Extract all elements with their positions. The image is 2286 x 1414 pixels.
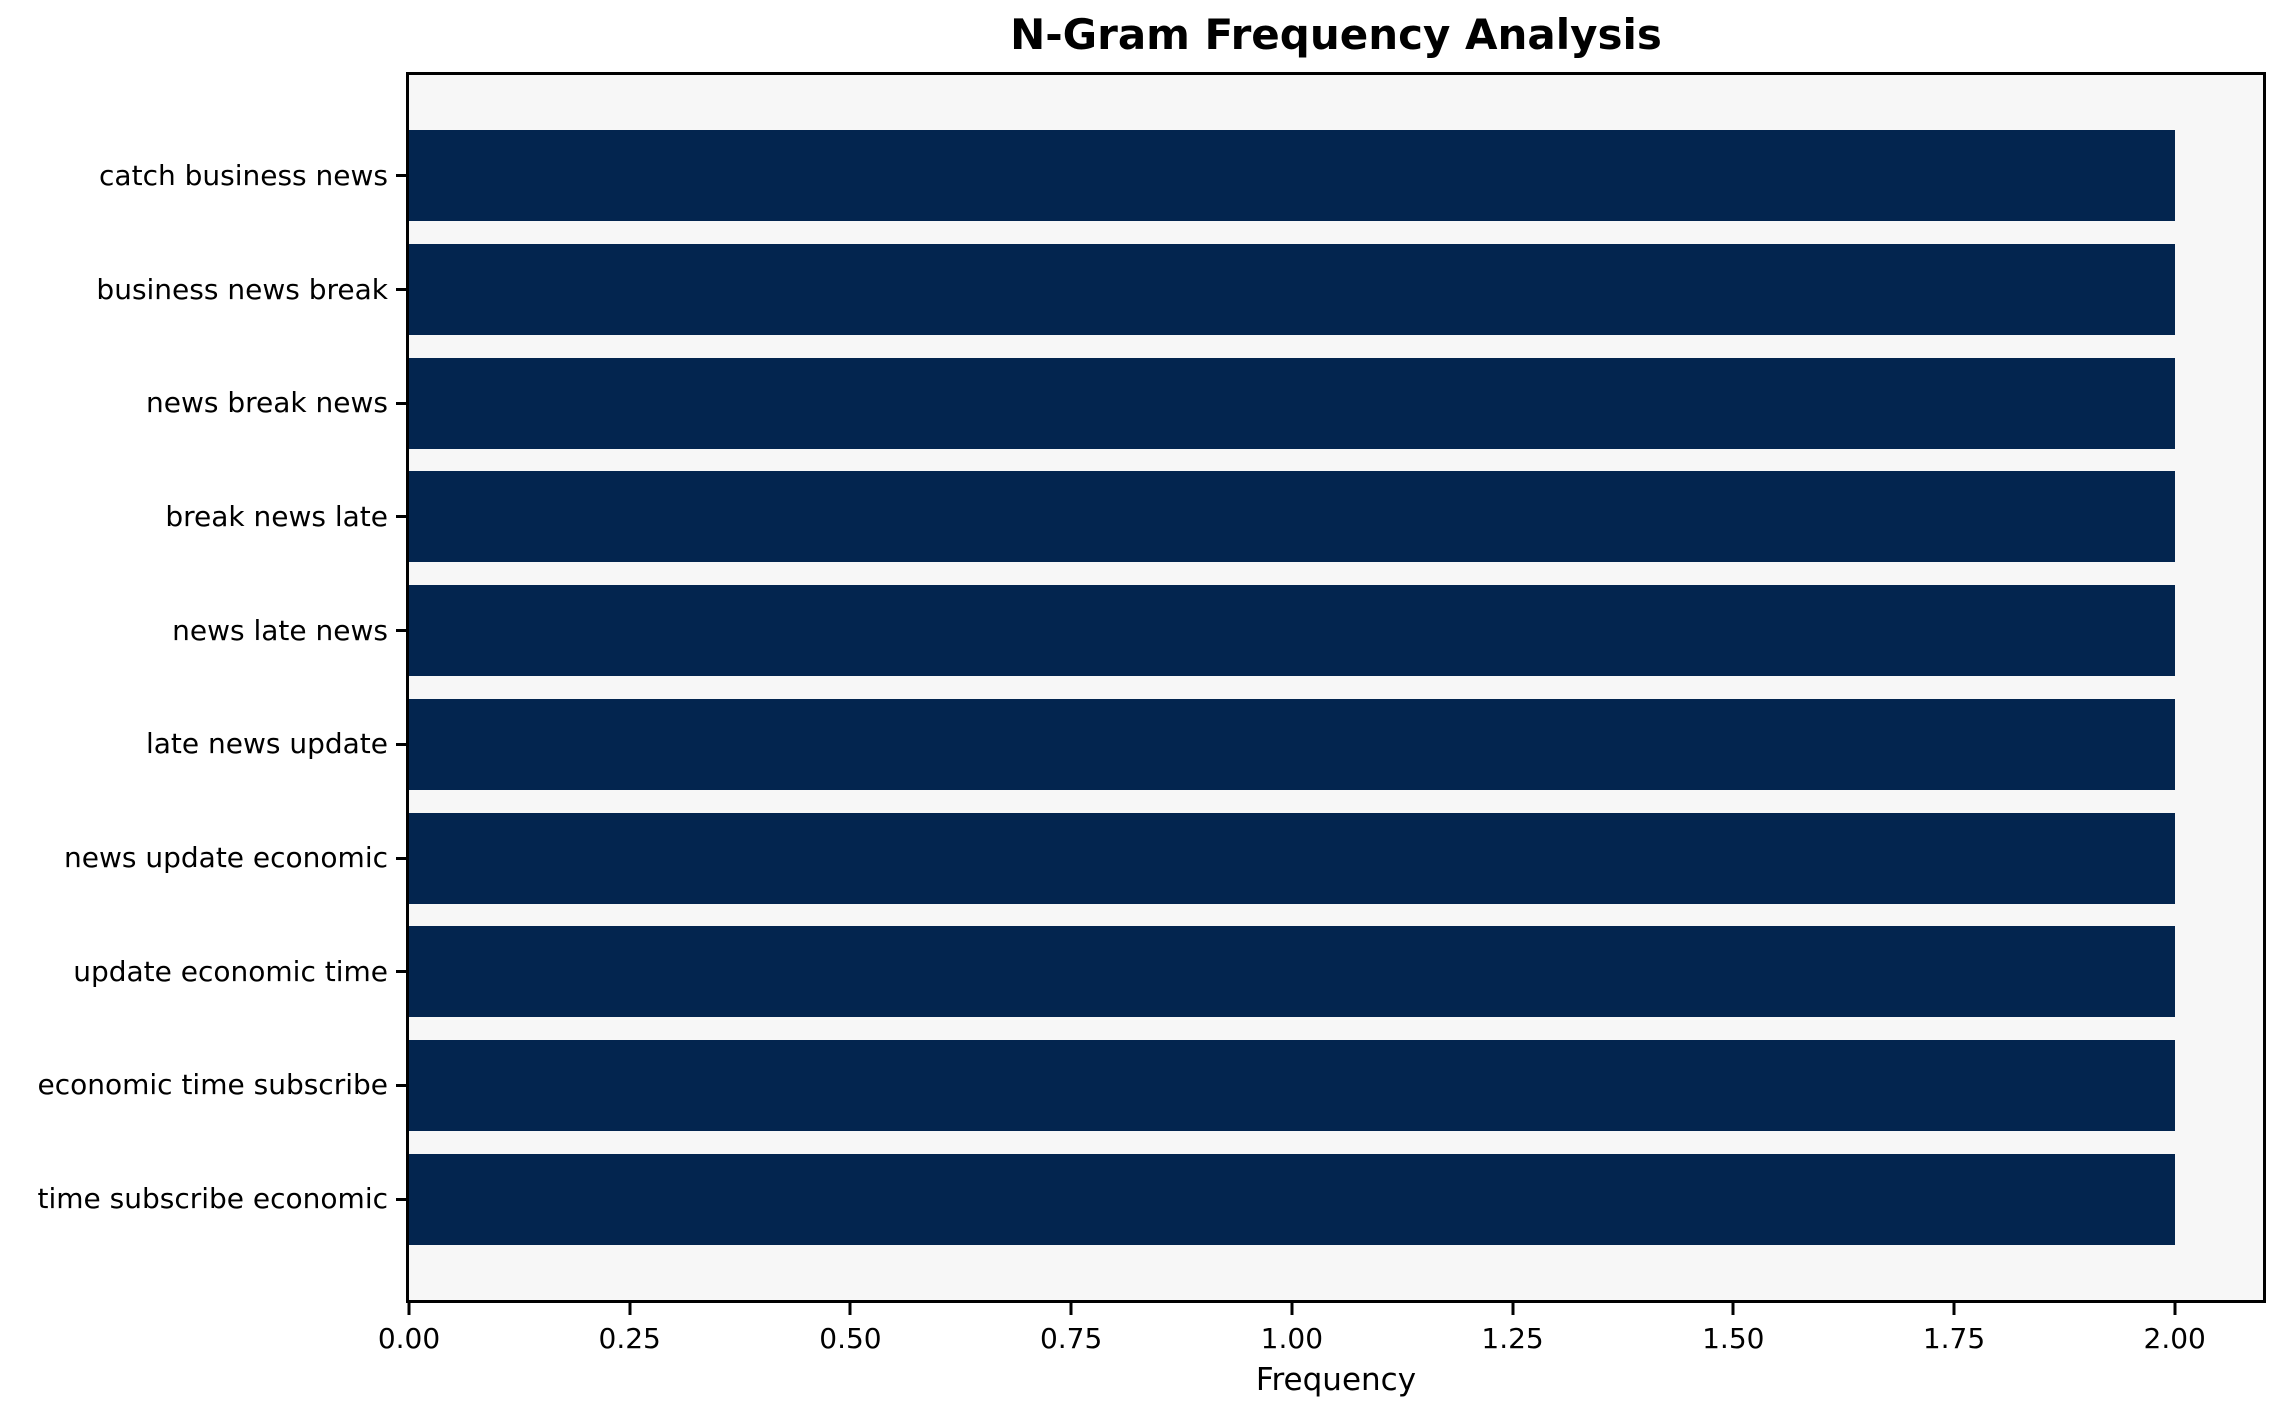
bar [409,244,2175,336]
y-axis-row: economic time subscribe [0,1029,406,1143]
y-axis-label: update economic time [73,954,388,988]
bar [409,812,2175,904]
bar-row [409,915,2263,1029]
y-axis-label: news break news [146,386,388,420]
y-axis: catch business news business news break ne… [0,75,406,1300]
y-axis-label: news late news [172,613,388,647]
y-axis-row: break news late [0,460,406,574]
x-tick-label: 0.00 [377,1322,441,1355]
x-tick-label: 0.25 [598,1322,661,1355]
x-tick-label: 0.75 [1039,1322,1103,1355]
y-tick [396,401,406,405]
y-axis-row: business news break [0,233,406,347]
y-axis-label: economic time subscribe [37,1068,388,1102]
x-tick [1511,1303,1515,1315]
bar [409,698,2175,790]
y-axis-label: catch business news [99,158,388,192]
y-tick [396,970,406,974]
x-tick-label: 1.25 [1481,1322,1544,1355]
chart-title: N-Gram Frequency Analysis [1010,10,1662,59]
y-tick [396,629,406,633]
bar [409,357,2175,449]
x-axis: 0.00 0.25 0.50 0.75 1.00 1.25 1.50 1.75 2.00 [378,1303,2263,1373]
y-axis-row: news update economic [0,801,406,915]
y-axis-label: news update economic [64,841,388,875]
x-tick [2173,1303,2177,1315]
bar [409,585,2175,677]
y-tick [396,742,406,746]
y-axis-row: late news update [0,688,406,802]
y-axis-row: catch business news [0,119,406,233]
y-axis-label: time subscribe economic [37,1182,388,1216]
y-tick [396,515,406,519]
y-tick [396,1197,406,1201]
bar-row [409,1029,2263,1143]
y-tick [396,856,406,860]
x-tick [1290,1303,1294,1315]
bar-row [409,574,2263,688]
x-tick-label: 0.50 [819,1322,882,1355]
y-axis-row: update economic time [0,915,406,1029]
x-tick-label: 1.00 [1260,1322,1324,1355]
bar-row [409,346,2263,460]
y-axis-row: news late news [0,574,406,688]
x-tick-label: 2.00 [2143,1322,2206,1355]
x-tick [848,1303,852,1315]
bar-row [409,233,2263,347]
bar-row [409,688,2263,802]
x-tick [1952,1303,1956,1315]
x-tick [628,1303,632,1315]
bar [409,471,2175,563]
y-tick [396,1083,406,1087]
y-axis-row: time subscribe economic [0,1142,406,1256]
x-axis-label: Frequency [1255,1362,1417,1398]
x-tick [1069,1303,1073,1315]
bar-row [409,119,2263,233]
x-tick [407,1303,411,1315]
bar [409,130,2175,222]
plot-area [406,72,2266,1303]
bars [409,75,2263,1300]
y-axis-label: business news break [96,272,388,306]
x-tick-label: 1.50 [1702,1322,1765,1355]
y-tick [396,288,406,292]
bar [409,1039,2175,1131]
y-axis-label: late news update [145,727,388,761]
y-tick [396,174,406,178]
x-tick-label: 1.75 [1922,1322,1986,1355]
bar-row [409,1142,2263,1256]
bar-row [409,460,2263,574]
bar-row [409,801,2263,915]
y-axis-row: news break news [0,346,406,460]
x-tick [1731,1303,1735,1315]
y-axis-label: break news late [165,499,388,533]
bar [409,1153,2175,1245]
bar [409,926,2175,1018]
